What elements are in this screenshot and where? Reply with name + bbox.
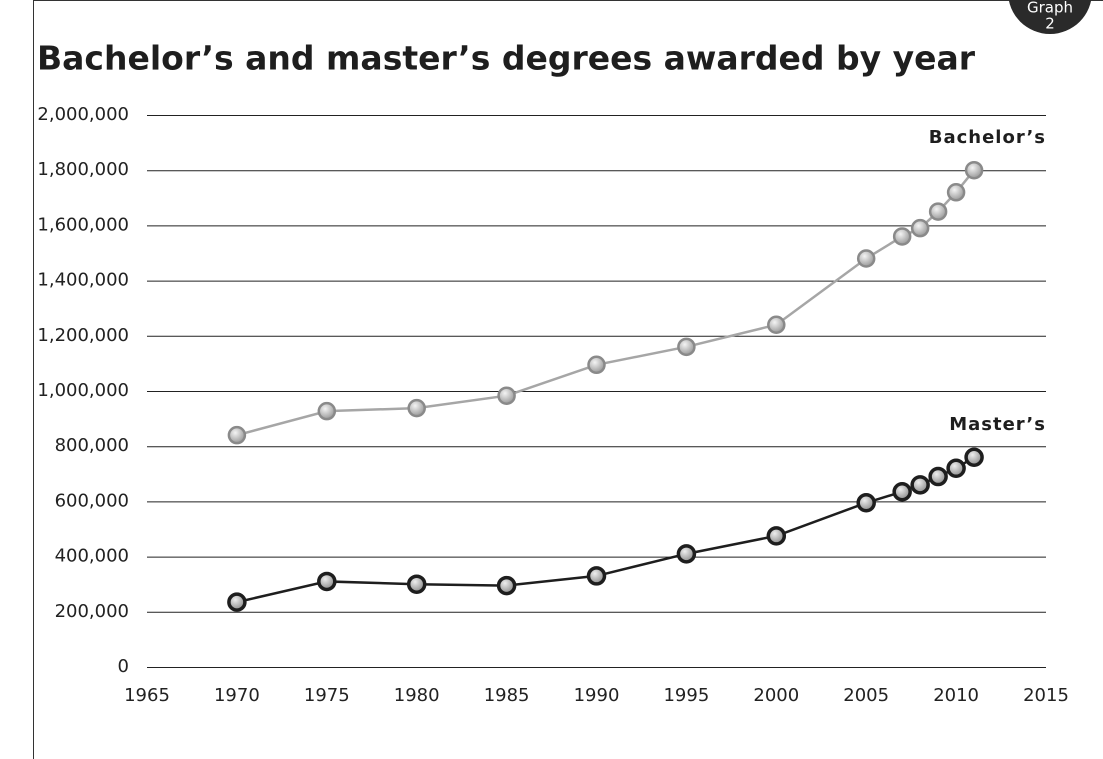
x-tick-label: 1980 xyxy=(394,685,440,706)
x-tick-label: 2000 xyxy=(753,685,799,706)
y-tick-label: 1,600,000 xyxy=(37,214,129,235)
marker xyxy=(227,425,247,445)
y-tick-label: 1,000,000 xyxy=(37,380,129,401)
y-tick-label: 1,200,000 xyxy=(37,325,129,346)
marker xyxy=(496,575,517,596)
badge xyxy=(1008,0,1092,34)
series-label: Bachelor’s xyxy=(929,127,1046,148)
x-tick-label: 2005 xyxy=(843,685,889,706)
series-line xyxy=(236,456,975,604)
marker xyxy=(964,160,984,180)
marker xyxy=(910,475,930,495)
marker xyxy=(766,526,787,546)
marker xyxy=(407,398,426,418)
marker xyxy=(928,466,948,487)
x-tick-label: 1975 xyxy=(304,685,350,706)
x-tick-label: 2015 xyxy=(1023,685,1069,706)
marker xyxy=(227,592,247,612)
marker xyxy=(317,571,337,592)
x-tick-label: 1965 xyxy=(124,685,170,706)
marker xyxy=(910,218,930,238)
marker xyxy=(892,227,912,246)
marker xyxy=(677,337,696,357)
marker xyxy=(946,458,966,479)
y-tick-label: 800,000 xyxy=(55,435,129,456)
marker xyxy=(317,401,337,421)
marker xyxy=(587,355,606,375)
chart-title: Bachelor’s and master’s degrees awarded … xyxy=(37,39,976,78)
y-tick-label: 200,000 xyxy=(55,601,129,622)
y-tick-label: 1,800,000 xyxy=(37,159,129,180)
marker xyxy=(406,574,427,594)
marker xyxy=(856,493,876,513)
badge-text: 2 xyxy=(1045,15,1055,33)
y-tick-label: 1,400,000 xyxy=(37,270,129,291)
marker xyxy=(586,566,607,586)
marker xyxy=(767,315,786,335)
x-tick-label: 1985 xyxy=(484,685,530,706)
marker xyxy=(892,481,912,502)
y-tick-label: 0 xyxy=(118,656,129,677)
badge-text: Graph xyxy=(1027,0,1073,17)
series-label: Master’s xyxy=(949,414,1046,435)
series-line xyxy=(236,169,976,437)
y-tick-label: 2,000,000 xyxy=(37,104,129,125)
marker xyxy=(946,183,966,202)
y-tick-label: 600,000 xyxy=(55,490,129,511)
x-tick-label: 1995 xyxy=(663,685,709,706)
marker xyxy=(964,447,984,467)
x-tick-label: 2010 xyxy=(933,685,979,706)
marker xyxy=(856,249,876,268)
marker xyxy=(928,202,948,221)
x-tick-label: 1990 xyxy=(574,685,620,706)
x-tick-label: 1970 xyxy=(214,685,260,706)
marker xyxy=(497,386,516,405)
y-tick-label: 400,000 xyxy=(55,546,129,567)
marker xyxy=(676,544,697,564)
